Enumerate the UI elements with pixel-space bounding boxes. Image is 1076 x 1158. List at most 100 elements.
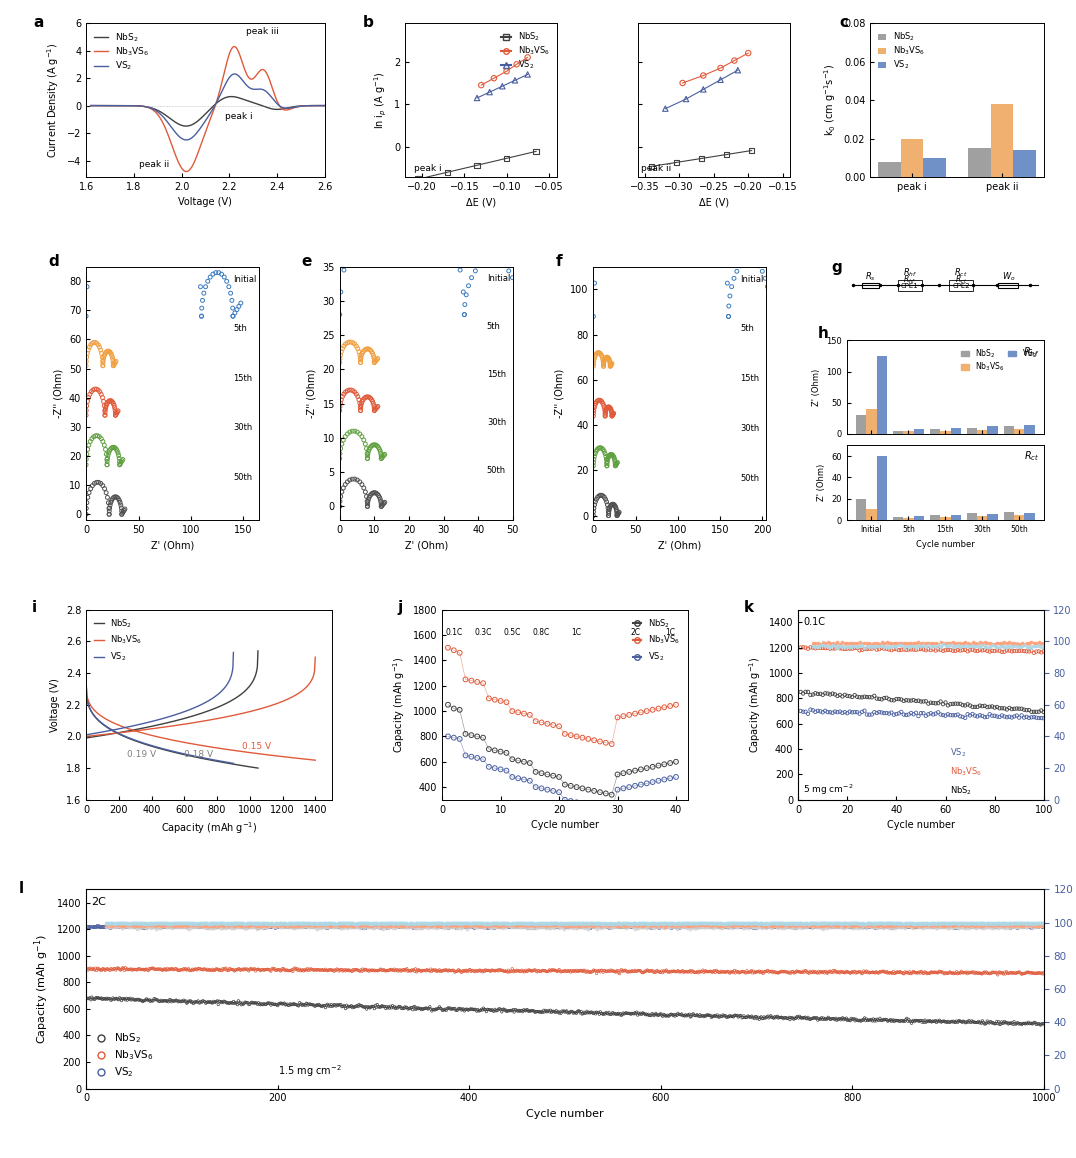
Point — [997, 917, 1015, 936]
Point — [964, 697, 981, 716]
Point — [928, 918, 945, 937]
Point — [117, 914, 134, 932]
Point — [134, 992, 152, 1011]
Point — [935, 963, 952, 982]
Point — [685, 917, 703, 936]
Point — [447, 241, 464, 259]
Point — [109, 403, 126, 422]
Point — [539, 1003, 556, 1021]
Point — [1013, 699, 1030, 718]
Point — [775, 916, 792, 935]
Point — [207, 916, 224, 935]
Point — [172, 918, 189, 937]
Point — [351, 425, 368, 444]
Point — [926, 916, 944, 935]
Point — [652, 914, 669, 932]
Point — [491, 917, 508, 936]
Point — [236, 916, 253, 935]
Point — [813, 1009, 831, 1027]
Point — [512, 914, 529, 932]
Point — [352, 962, 369, 981]
Point — [868, 917, 886, 936]
Point — [883, 1011, 901, 1029]
Point — [337, 999, 354, 1018]
Point — [323, 917, 340, 936]
Point — [716, 1006, 733, 1025]
Point — [569, 961, 586, 980]
Point — [633, 916, 650, 935]
Point — [279, 915, 296, 933]
Point — [760, 917, 777, 936]
Point — [357, 917, 374, 936]
Point — [924, 637, 942, 655]
Point — [273, 917, 291, 936]
Point — [626, 1004, 643, 1023]
Point — [541, 917, 558, 936]
Point — [358, 449, 376, 468]
Point — [824, 917, 841, 936]
Point — [97, 406, 114, 425]
Point — [81, 989, 98, 1007]
Point — [846, 637, 863, 655]
Point — [88, 380, 105, 398]
Point — [917, 1011, 934, 1029]
Point — [959, 916, 976, 935]
Point — [882, 917, 900, 936]
Point — [751, 917, 768, 936]
Point — [1017, 917, 1034, 936]
Point — [886, 635, 903, 653]
Point — [1010, 709, 1028, 727]
Point — [89, 988, 107, 1006]
Point — [397, 915, 414, 933]
Point — [839, 915, 856, 933]
Point — [669, 1004, 686, 1023]
Point — [878, 633, 895, 652]
Point — [719, 918, 736, 937]
Point — [212, 961, 229, 980]
Point — [97, 403, 114, 422]
Point — [759, 917, 776, 936]
Point — [100, 917, 117, 936]
Point — [677, 1005, 694, 1024]
Point — [282, 961, 299, 980]
Point — [853, 918, 870, 937]
Point — [993, 706, 1010, 725]
Point — [710, 915, 727, 933]
Point — [608, 500, 625, 519]
Point — [943, 918, 960, 937]
Point — [118, 916, 136, 935]
Point — [925, 916, 943, 935]
Point — [370, 997, 387, 1016]
Point — [599, 349, 617, 367]
Point — [143, 991, 160, 1010]
Point — [483, 1001, 500, 1019]
Point — [200, 916, 217, 935]
Point — [712, 914, 730, 932]
Point — [796, 917, 813, 936]
Point — [688, 1006, 705, 1025]
Point — [805, 963, 822, 982]
Point — [343, 996, 360, 1014]
Point — [280, 915, 297, 933]
Point — [378, 915, 395, 933]
Point — [395, 998, 412, 1017]
Point — [593, 918, 610, 937]
Point — [352, 351, 369, 369]
Point — [539, 915, 556, 933]
Point — [108, 916, 125, 935]
Point — [428, 914, 445, 932]
Point — [641, 917, 659, 936]
Point — [895, 691, 912, 710]
Point — [429, 917, 447, 936]
Point — [160, 914, 178, 932]
Point — [313, 916, 330, 935]
Point — [344, 917, 362, 936]
Point — [499, 917, 516, 936]
Point — [261, 994, 279, 1012]
Point — [946, 916, 963, 935]
Point — [340, 916, 357, 935]
Point — [549, 916, 566, 935]
Point — [487, 914, 505, 932]
Point — [659, 917, 676, 936]
Point — [945, 636, 962, 654]
